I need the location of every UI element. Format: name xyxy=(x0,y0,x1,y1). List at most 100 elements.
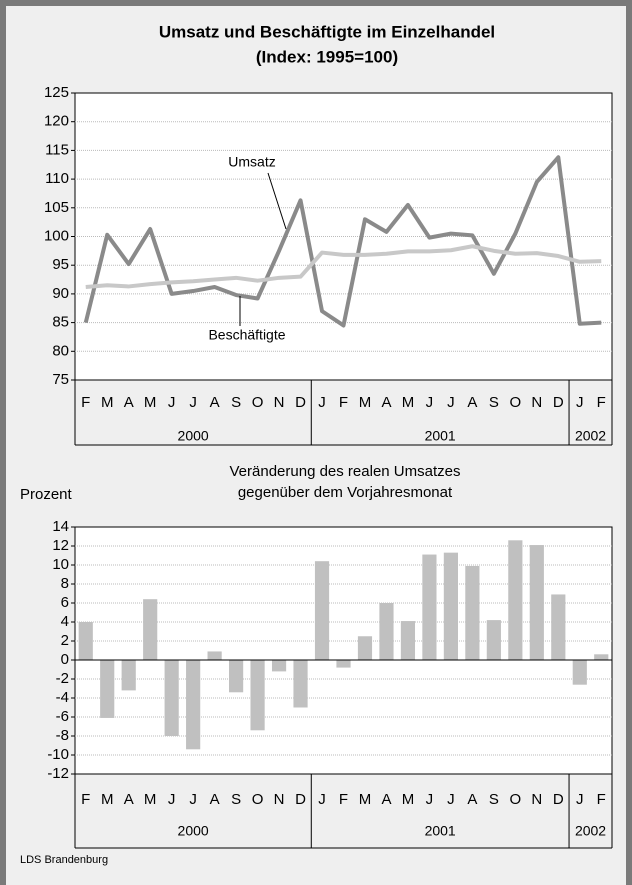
x-tick-label: J xyxy=(576,394,584,411)
group-label: 2002 xyxy=(575,428,606,444)
bar xyxy=(229,660,244,693)
x-tick-label: F xyxy=(339,791,348,808)
y-tick-label: 75 xyxy=(52,371,69,388)
y-tick-label: 90 xyxy=(52,285,69,302)
x-tick-label: S xyxy=(231,394,241,411)
bar xyxy=(465,565,480,660)
bar xyxy=(443,552,458,660)
x-tick-label: D xyxy=(295,791,306,808)
x-tick-label: J xyxy=(168,394,176,411)
x-tick-label: D xyxy=(295,394,306,411)
y-tick-label: 12 xyxy=(52,537,69,554)
x-tick-label: J xyxy=(576,791,584,808)
y-tick-label: 110 xyxy=(45,170,69,187)
bar xyxy=(400,621,416,660)
x-tick-label: M xyxy=(402,394,415,411)
x-tick-label: N xyxy=(274,791,285,808)
x-tick-label: M xyxy=(359,394,372,411)
bar xyxy=(293,660,308,708)
bar xyxy=(314,561,330,660)
x-tick-label: A xyxy=(124,791,134,808)
y-tick-label: 4 xyxy=(61,613,69,630)
y-axis-label: Prozent xyxy=(20,486,73,503)
y-tick-label: -12 xyxy=(47,765,69,782)
group-label: 2002 xyxy=(575,823,606,839)
bar xyxy=(164,660,179,736)
bar xyxy=(529,545,544,660)
x-tick-label: A xyxy=(467,791,477,808)
bar xyxy=(486,620,501,660)
y-tick-label: 95 xyxy=(52,256,69,273)
x-tick-label: S xyxy=(231,791,241,808)
x-tick-label: J xyxy=(189,394,197,411)
series-line xyxy=(85,244,602,290)
bar xyxy=(357,636,373,660)
y-tick-label: 80 xyxy=(52,342,69,359)
bar xyxy=(207,651,222,660)
series-label: Beschäftigte xyxy=(208,327,285,343)
source: LDS Brandenburg xyxy=(20,854,108,866)
group-label: 2000 xyxy=(178,428,209,444)
y-tick-label: 10 xyxy=(52,556,69,573)
group-label: 2001 xyxy=(425,823,456,839)
x-tick-label: J xyxy=(189,791,197,808)
y-tick-label: 100 xyxy=(44,227,69,244)
y-tick-label: 115 xyxy=(45,141,69,158)
x-tick-label: M xyxy=(101,791,114,808)
y-tick-label: -8 xyxy=(56,727,69,744)
x-tick-label: F xyxy=(81,791,90,808)
x-tick-label: S xyxy=(489,791,499,808)
x-tick-label: J xyxy=(426,394,434,411)
x-tick-label: O xyxy=(510,791,522,808)
chart-title: Veränderung des realen Umsatzes xyxy=(230,463,461,480)
bar xyxy=(594,654,609,660)
bar xyxy=(271,660,287,672)
x-tick-label: O xyxy=(510,394,522,411)
group-label: 2000 xyxy=(178,823,209,839)
x-tick-label: A xyxy=(381,394,391,411)
x-tick-label: O xyxy=(252,394,264,411)
y-tick-label: 105 xyxy=(44,199,69,216)
x-tick-label: F xyxy=(597,394,606,411)
x-tick-label: J xyxy=(168,791,176,808)
y-tick-label: 125 xyxy=(44,84,69,101)
chart-subtitle: gegenüber dem Vorjahresmonat xyxy=(238,484,453,501)
x-tick-label: M xyxy=(144,791,157,808)
bar xyxy=(186,660,201,750)
bar xyxy=(508,540,523,660)
y-tick-label: 120 xyxy=(44,113,69,130)
x-tick-label: N xyxy=(531,791,542,808)
x-tick-label: M xyxy=(402,791,415,808)
x-tick-label: N xyxy=(531,394,542,411)
x-tick-label: F xyxy=(597,791,606,808)
x-tick-label: F xyxy=(81,394,90,411)
x-tick-label: A xyxy=(467,394,477,411)
x-tick-label: O xyxy=(252,791,264,808)
bar xyxy=(551,594,566,660)
bar xyxy=(379,603,394,660)
x-tick-label: M xyxy=(101,394,114,411)
x-tick-label: S xyxy=(489,394,499,411)
x-tick-label: A xyxy=(381,791,391,808)
x-tick-label: D xyxy=(553,791,564,808)
y-tick-label: 0 xyxy=(61,651,69,668)
label-bg xyxy=(197,326,297,346)
plot-area xyxy=(74,526,613,775)
x-tick-label: J xyxy=(447,394,455,411)
bar xyxy=(100,660,115,718)
series-label: Umsatz xyxy=(228,154,275,170)
y-tick-label: 8 xyxy=(61,575,69,592)
x-tick-label: J xyxy=(426,791,434,808)
bar xyxy=(143,599,158,660)
y-tick-label: -10 xyxy=(47,746,69,763)
x-tick-label: J xyxy=(318,791,326,808)
y-tick-label: 85 xyxy=(52,314,69,331)
x-tick-label: J xyxy=(447,791,455,808)
y-tick-label: -4 xyxy=(56,689,69,706)
x-tick-label: J xyxy=(318,394,326,411)
y-tick-label: -6 xyxy=(56,708,69,725)
series-line xyxy=(83,155,602,328)
y-tick-label: 2 xyxy=(61,632,69,649)
bar xyxy=(78,622,93,660)
